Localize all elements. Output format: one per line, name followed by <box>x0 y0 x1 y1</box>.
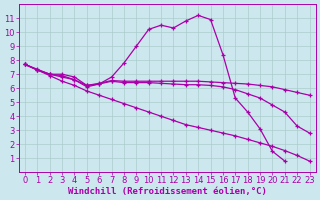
X-axis label: Windchill (Refroidissement éolien,°C): Windchill (Refroidissement éolien,°C) <box>68 187 267 196</box>
